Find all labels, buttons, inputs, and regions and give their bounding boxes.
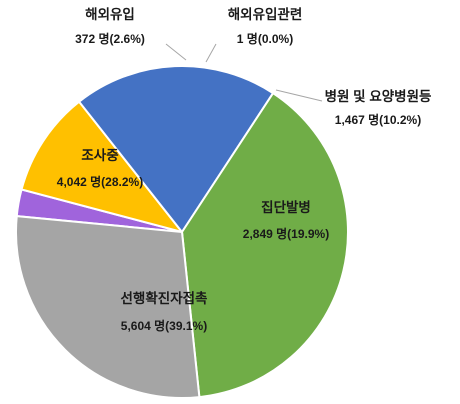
slice-6-value-label: 4,042 명(28.2%)	[57, 175, 143, 189]
pie-slices	[15, 65, 349, 399]
slice-5-value-label: 5,604 명(39.1%)	[121, 319, 207, 333]
slice-2-value-label: 1 명(0.0%)	[237, 32, 293, 46]
slice-6	[15, 214, 201, 399]
slice-4-value-label: 2,849 명(19.9%)	[243, 227, 329, 241]
slice-1-leader-line	[165, 43, 187, 61]
slice-5	[180, 91, 349, 399]
slice-3-leader-line	[275, 89, 323, 102]
slice-2-leader-line	[205, 43, 217, 63]
slice-3	[20, 100, 185, 234]
slice-4-label: 집단발병	[261, 199, 311, 215]
slice-6-label: 조사중	[81, 148, 118, 163]
slice-1-label: 해외유입	[85, 6, 135, 22]
leader-lines	[165, 43, 323, 102]
slice-3-value-label: 1,467 명(10.2%)	[335, 113, 421, 127]
slice-3-label: 병원 및 요양병원등	[325, 88, 432, 104]
slice-2-label: 해외유입관련	[228, 6, 303, 22]
slice-labels: 해외유입 372 명(2.6%) 해외유입관련 1 명(0.0%) 병원 및 요양병원등…	[57, 6, 432, 333]
slice-1-value-label: 372 명(2.6%)	[75, 32, 145, 46]
slice-4	[77, 65, 275, 234]
slice-5-label: 선행확진자접촉	[121, 290, 208, 306]
